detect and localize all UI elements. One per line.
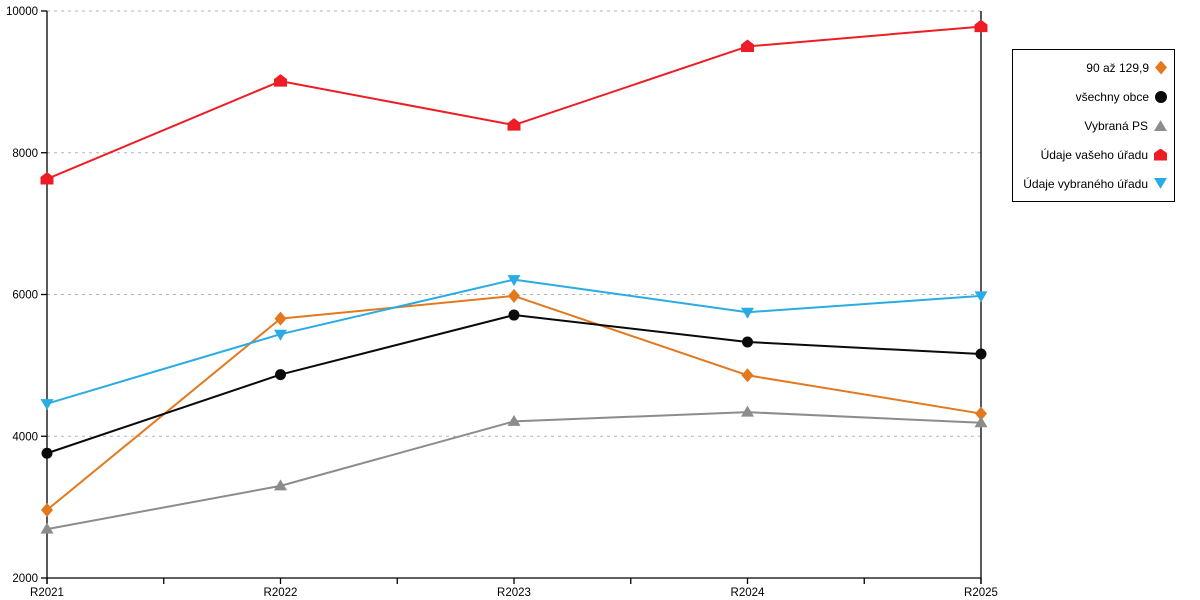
marker-circle [275,369,286,381]
marker-triangle-up [40,522,54,534]
y-tick-label: 2000 [12,573,38,585]
marker-pentagon [40,171,54,185]
y-tick-label: 10000 [6,6,38,18]
marker-triangle-down [974,291,988,303]
marker-circle [742,336,753,348]
marker-diamond [741,368,754,383]
marker-pentagon [741,39,754,52]
marker-diamond [274,311,287,326]
marker-circle [41,447,53,459]
legend-label: Údaje vybraného úřadu [1023,176,1148,191]
series-line [46,314,982,455]
legend-item: Údaje vašeho úřadu [1041,148,1174,162]
legend: 90 až 129,9 všechny obce Vybraná PS Údaje v… [1012,49,1175,202]
legend-label: Vybraná PS [1084,118,1148,133]
marker-triangle-up [974,416,988,428]
x-tick-label: R2024 [731,587,765,599]
legend-item: Údaje vybraného úřadu [1023,177,1174,191]
y-tick-label: 6000 [12,290,38,302]
marker-diamond [975,406,987,421]
series-line [46,411,982,531]
legend-item: všechny obce [1076,90,1174,104]
x-tick-label: R2021 [30,587,64,599]
marker-pentagon [274,74,287,87]
y-tick-label: 8000 [12,148,38,160]
marker-triangle-down [274,329,287,341]
legend-item: 90 až 129,9 [1086,60,1174,75]
marker-diamond [41,502,53,517]
legend-label: všechny obce [1075,89,1149,104]
series-line [46,294,982,511]
marker-triangle-up [507,414,521,426]
x-tick-label: R2025 [964,587,998,599]
legend-label: Údaje vašeho úřadu [1040,147,1148,162]
legend-label: 90 až 129,9 [1086,60,1149,75]
marker-triangle-down [507,275,521,287]
marker-pentagon [507,118,521,131]
series-line [46,25,982,180]
legend-marker-diamond-icon [1155,60,1167,75]
marker-circle [975,348,987,360]
marker-triangle-down [741,307,754,319]
marker-circle [508,309,520,321]
legend-item: Vybraná PS [1084,119,1174,133]
legend-marker-triangle-up-icon [1154,120,1167,131]
legend-marker-triangle-down-icon [1154,178,1167,189]
x-tick-label: R2023 [497,587,531,599]
marker-triangle-down [40,399,54,411]
legend-marker-circle-icon [1155,90,1167,103]
marker-diamond [508,288,520,303]
y-tick-label: 4000 [12,431,38,443]
x-tick-label: R2022 [264,587,298,599]
marker-triangle-up [741,405,754,417]
legend-marker-pentagon-icon [1154,148,1167,161]
marker-triangle-up [274,479,287,491]
marker-pentagon [974,19,988,33]
